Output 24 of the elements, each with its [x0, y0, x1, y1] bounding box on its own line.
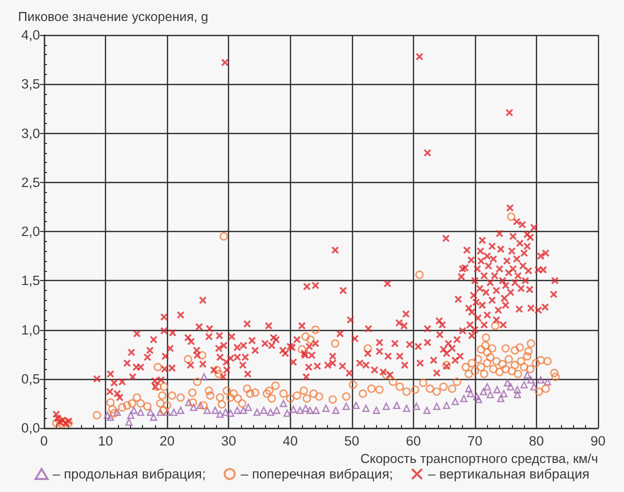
y-tick-label: 3,0 — [21, 126, 40, 141]
legend-label: – продольная вибрация; — [52, 466, 206, 482]
x-tick-label: 80 — [528, 434, 544, 448]
y-tick-label: 2,5 — [21, 174, 40, 190]
x-tick-label: 30 — [221, 434, 236, 448]
y-tick-label: 4,0 — [21, 28, 40, 42]
x-tick-label: 90 — [590, 434, 606, 448]
x-tick-label: 40 — [282, 434, 298, 448]
x-tick-label: 50 — [344, 434, 360, 448]
legend-label: – поперечная вибрация; — [240, 466, 394, 482]
x-tick-label: 0 — [40, 434, 48, 448]
x-tick-label: 60 — [406, 434, 421, 448]
y-tick-label: 3,5 — [21, 76, 40, 92]
x-axis-title: Скорость транспортного средства, км/ч — [360, 451, 598, 466]
x-tick-label: 70 — [467, 434, 482, 448]
y-tick-label: 1,0 — [21, 322, 40, 338]
y-axis-title: Пиковое значение ускорения, g — [18, 9, 208, 24]
legend-label: – вертикальная вибрация — [428, 466, 590, 482]
x-tick-label: 20 — [160, 434, 175, 448]
y-tick-label: 2,0 — [21, 224, 40, 239]
y-tick-label: 0,0 — [21, 420, 40, 436]
y-tick-label: 0,5 — [21, 371, 40, 386]
x-tick-label: 10 — [98, 434, 114, 448]
y-tick-label: 1,5 — [21, 273, 40, 288]
